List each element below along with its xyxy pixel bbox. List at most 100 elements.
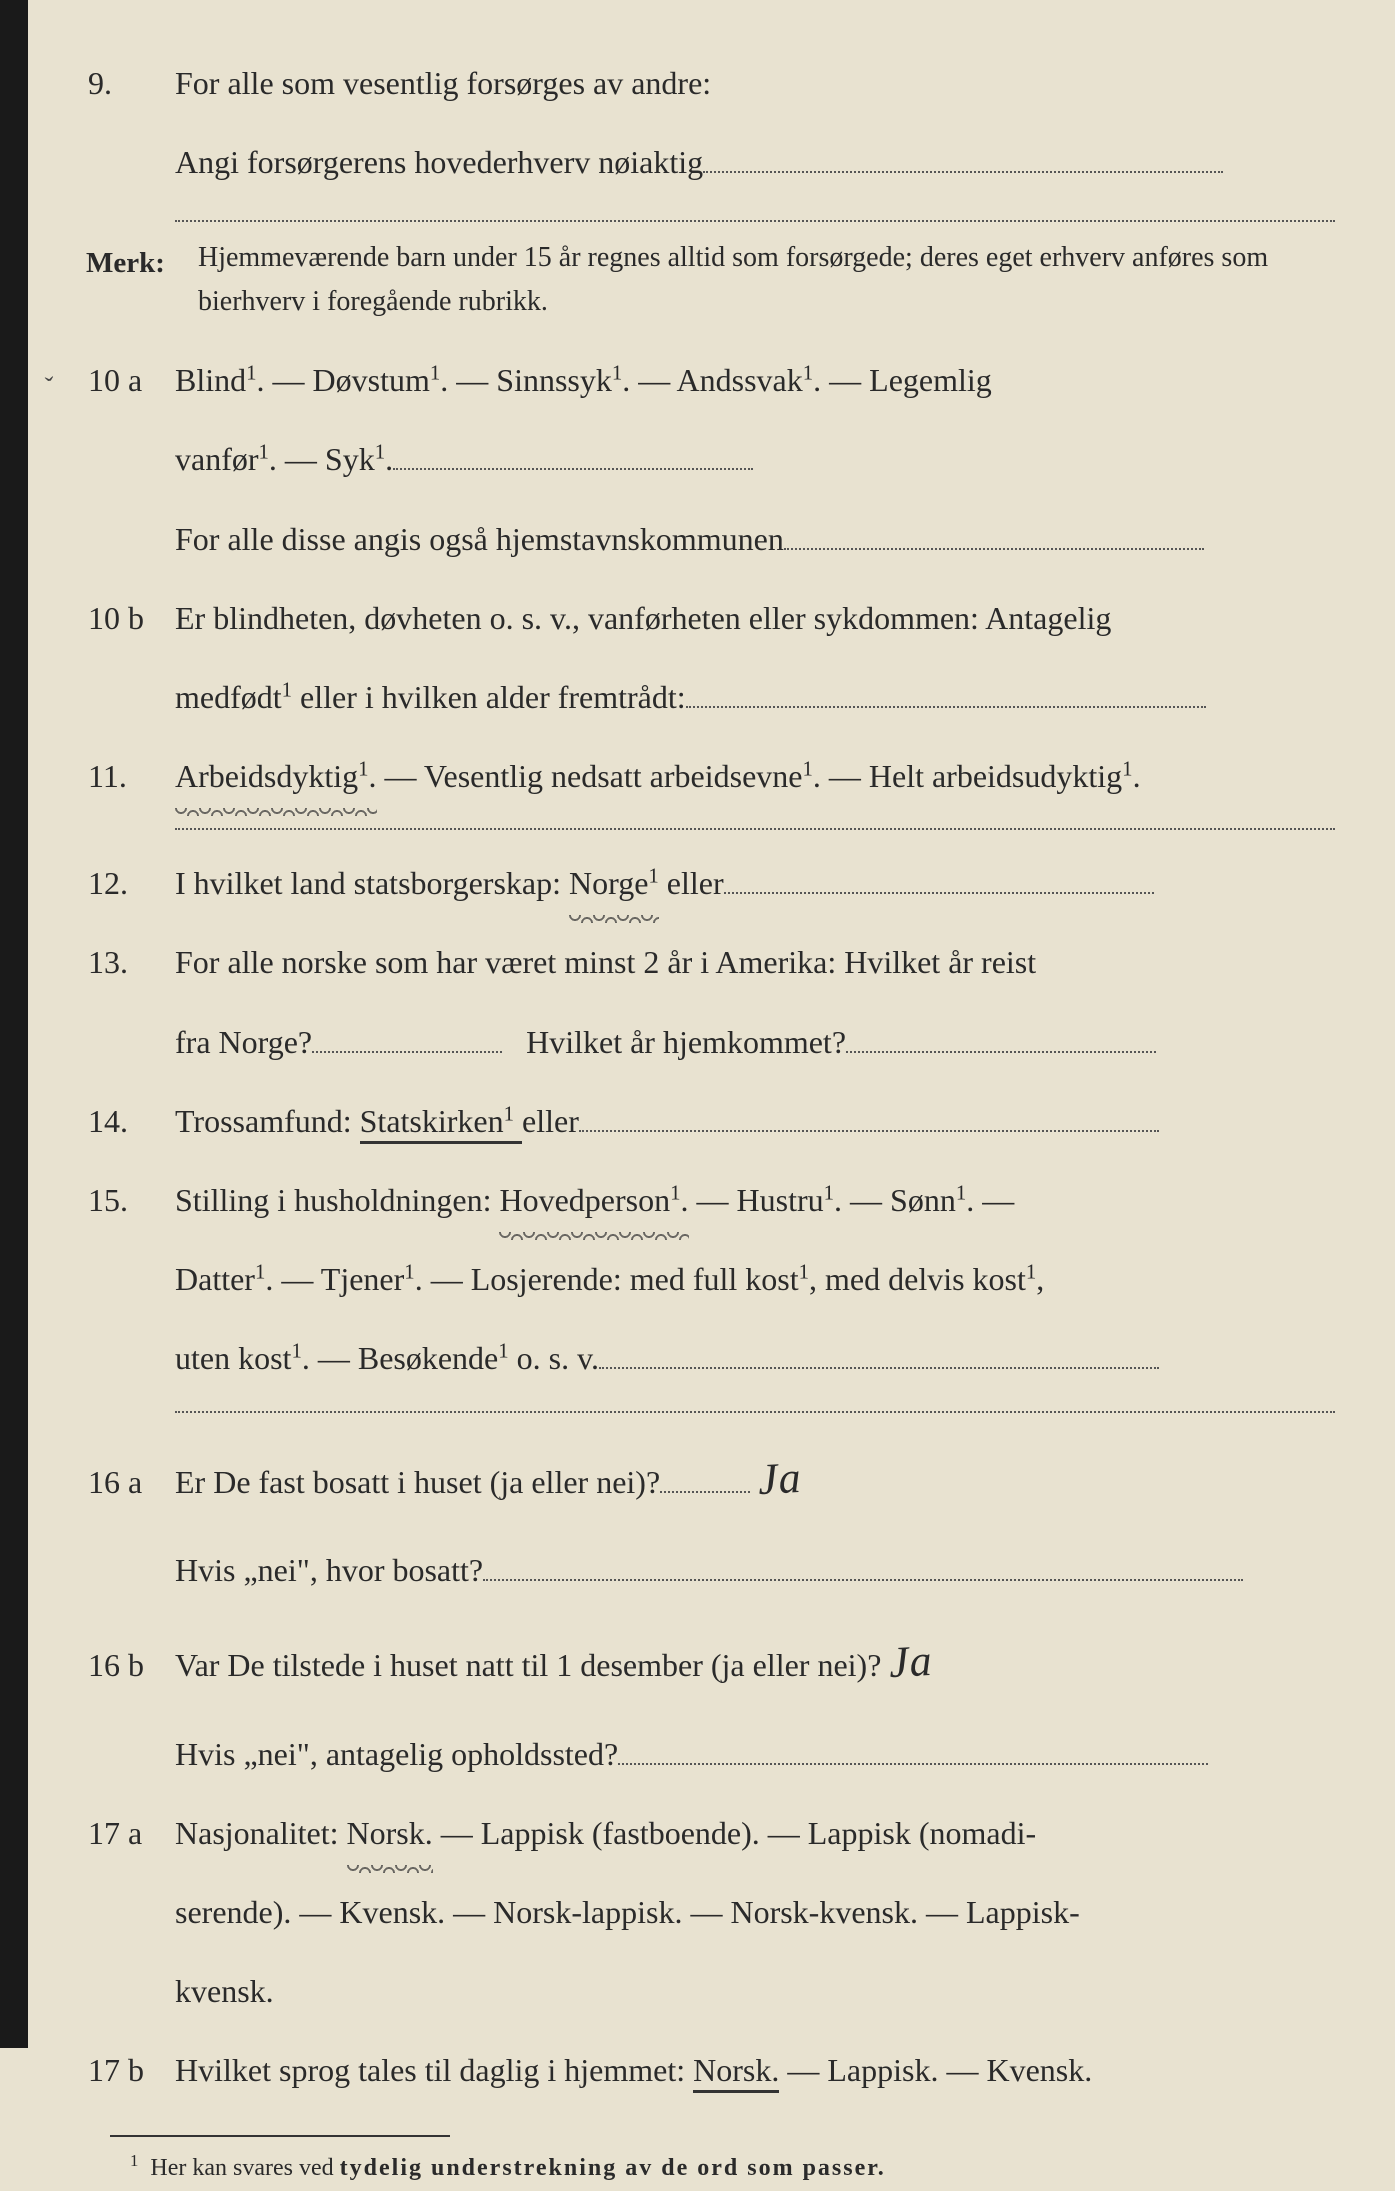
q16a-blank1 xyxy=(660,1491,750,1493)
merk-text: Hjemmeværende barn under 15 år regnes al… xyxy=(198,236,1335,323)
q10b-alder: eller i hvilken alder fremtrådt: xyxy=(292,679,686,715)
q15-besokende: Besøkende xyxy=(358,1340,498,1376)
q10a-blank1 xyxy=(393,468,753,470)
q13-fra-norge: fra Norge? xyxy=(175,1024,312,1060)
q13-line2: fra Norge? Hvilket år hjemkommet? xyxy=(80,1009,1335,1076)
q16b-answer1: Ja xyxy=(887,1615,935,1710)
q15-delvis-kost: , med delvis kost xyxy=(809,1261,1026,1297)
footnote-text-a: Her kan svares ved xyxy=(150,2155,339,2181)
q15-tjener: Tjener xyxy=(321,1261,405,1297)
q17b-number: 17 b xyxy=(80,2040,175,2101)
q14-number: 14. xyxy=(80,1091,175,1152)
q10b-number: 10 b xyxy=(80,588,175,649)
opt-sinnssyk: Sinnssyk xyxy=(496,362,612,398)
q17a-line2: serende). — Kvensk. — Norsk-lappisk. — N… xyxy=(80,1879,1335,1946)
q11-udyktig: Helt arbeidsudyktig xyxy=(869,758,1122,794)
q14: 14. Trossamfund: Statskirken1 eller xyxy=(80,1088,1335,1155)
q14-label: Trossamfund: xyxy=(175,1103,360,1139)
footnote-rule xyxy=(110,2135,450,2137)
q9-blank1 xyxy=(703,171,1223,173)
q10b-line2: medfødt1 eller i hvilken alder fremtrådt… xyxy=(80,664,1335,731)
q13-line1: 13. For alle norske som har været minst … xyxy=(80,929,1335,996)
q9-line1: 9. For alle som vesentlig forsørges av a… xyxy=(80,50,1335,117)
q14-blank xyxy=(579,1130,1159,1132)
q16a-answer1: Ja xyxy=(756,1432,804,1527)
q15-blank xyxy=(599,1367,1159,1369)
q16b-line1: 16 b Var De tilstede i huset natt til 1 … xyxy=(80,1616,1335,1708)
q12-eller: eller xyxy=(659,865,724,901)
q16b-line2: Hvis „nei", antagelig opholdssted? xyxy=(80,1721,1335,1788)
q17a-text3: kvensk. xyxy=(175,1958,1335,2025)
q9-line2: Angi forsørgerens hovederhverv nøiaktig xyxy=(80,129,1335,196)
q11-nedsatt: Vesentlig nedsatt arbeidsevne xyxy=(424,758,803,794)
q12-number: 12. xyxy=(80,853,175,914)
q15-line2: Datter1. — Tjener1. — Losjerende: med fu… xyxy=(80,1246,1335,1313)
q11-number: 11. xyxy=(80,746,175,807)
q16a-q1: Er De fast bosatt i huset (ja eller nei)… xyxy=(175,1464,660,1500)
q17b: 17 b Hvilket sprog tales til daglig i hj… xyxy=(80,2037,1335,2104)
q13-text1: For alle norske som har været minst 2 år… xyxy=(175,929,1335,996)
form-body: 9. For alle som vesentlig forsørges av a… xyxy=(80,50,1335,2191)
q17a-line3: kvensk. xyxy=(80,1958,1335,2025)
q17a-text2: serende). — Kvensk. — Norsk-lappisk. — N… xyxy=(175,1879,1335,1946)
q16b-q1: Var De tilstede i huset natt til 1 desem… xyxy=(175,1647,881,1683)
q15-uten-kost: uten kost xyxy=(175,1340,291,1376)
q17b-rest: — Lappisk. — Kvensk. xyxy=(779,2052,1092,2088)
q10b-medfodt: medfødt xyxy=(175,679,282,715)
q13-blank2 xyxy=(846,1051,1156,1053)
merk-label: Merk: xyxy=(80,236,198,291)
q15-label: Stilling i husholdningen: xyxy=(175,1182,499,1218)
q10a-line2: vanfør1. — Syk1. xyxy=(80,426,1335,493)
q15-line3: uten kost1. — Besøkende1 o. s. v. xyxy=(80,1325,1335,1392)
q9-blank2 xyxy=(175,220,1335,222)
opt-andssvak: Andssvak xyxy=(677,362,803,398)
q17b-norsk: Norsk. xyxy=(693,2052,779,2093)
footnote: 1 Her kan svares ved tydelig understrekn… xyxy=(80,2145,1335,2191)
q13-number: 13. xyxy=(80,932,175,993)
q16b-blank xyxy=(618,1763,1208,1765)
divider-after-11 xyxy=(175,828,1335,830)
q17a-rest1: — Lappisk (fastboende). — Lappisk (nomad… xyxy=(433,1815,1036,1851)
q16a-q2: Hvis „nei", hvor bosatt? xyxy=(175,1552,483,1588)
q10a-number: 10 a xyxy=(80,350,175,411)
q12: 12. I hvilket land statsborgerskap: Norg… xyxy=(80,850,1335,917)
q15-hustru: Hustru xyxy=(737,1182,824,1218)
q13-blank1 xyxy=(312,1051,502,1053)
q15-number: 15. xyxy=(80,1170,175,1231)
q17a-label: Nasjonalitet: xyxy=(175,1815,347,1851)
q11: 11. Arbeidsdyktig1. — Vesentlig nedsatt … xyxy=(80,743,1335,810)
q16a-blank2 xyxy=(483,1579,1243,1581)
q17a-number: 17 a xyxy=(80,1803,175,1864)
q15-osv: o. s. v. xyxy=(509,1340,599,1376)
q10a-hjemstavn: For alle disse angis også hjemstavnskomm… xyxy=(175,521,784,557)
q9-number: 9. xyxy=(80,53,175,114)
q9-text2: Angi forsørgerens hovederhverv nøiaktig xyxy=(175,144,703,180)
q13-hjemkommet: Hvilket år hjemkommet? xyxy=(526,1024,846,1060)
q12-norge: Norge1 xyxy=(569,850,659,917)
opt-legemlig: Legemlig xyxy=(869,362,992,398)
footnote-num: 1 xyxy=(130,2151,138,2170)
opt-vanfor: vanfør xyxy=(175,441,259,477)
q10a-line3: For alle disse angis også hjemstavnskomm… xyxy=(80,506,1335,573)
q16a-number: 16 a xyxy=(80,1452,175,1513)
q17b-label: Hvilket sprog tales til daglig i hjemmet… xyxy=(175,2052,693,2088)
merk-row: Merk: Hjemmeværende barn under 15 år reg… xyxy=(80,236,1335,323)
q14-eller: eller xyxy=(522,1103,579,1139)
q16a-line2: Hvis „nei", hvor bosatt? xyxy=(80,1537,1335,1604)
q15-line1: 15. Stilling i husholdningen: Hovedperso… xyxy=(80,1167,1335,1234)
opt-blind: Blind xyxy=(175,362,246,398)
q9-text1: For alle som vesentlig forsørges av andr… xyxy=(175,50,1335,117)
stray-mark: ˇ xyxy=(44,372,57,403)
q10a-blank2 xyxy=(784,548,1204,550)
q16a-line1: 16 a Er De fast bosatt i huset (ja eller… xyxy=(80,1433,1335,1525)
footnote-text-b: tydelig understrekning av de ord som pas… xyxy=(340,2155,886,2181)
q12-blank xyxy=(724,892,1154,894)
q10a-line1: 10 a Blind1. — Døvstum1. — Sinnssyk1. — … xyxy=(80,347,1335,414)
q16b-q2: Hvis „nei", antagelig opholdssted? xyxy=(175,1736,618,1772)
q10b-blank xyxy=(686,706,1206,708)
q15-hovedperson: Hovedperson1. xyxy=(499,1167,688,1234)
opt-syk: Syk xyxy=(325,441,375,477)
q11-arbeidsdyktig: Arbeidsdyktig1. xyxy=(175,743,377,810)
divider-after-15 xyxy=(175,1411,1335,1413)
q14-statskirken: Statskirken1 xyxy=(360,1103,522,1144)
